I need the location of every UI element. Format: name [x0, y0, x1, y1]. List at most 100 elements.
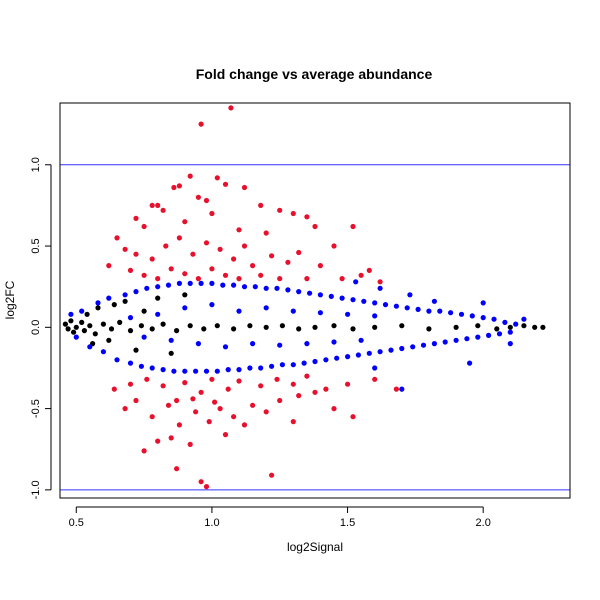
data-point	[206, 419, 212, 425]
data-point	[377, 279, 383, 285]
data-point	[393, 303, 399, 309]
data-point	[133, 397, 139, 404]
data-point	[106, 263, 112, 269]
data-point	[214, 175, 220, 181]
data-point	[73, 334, 79, 340]
data-point	[250, 402, 256, 408]
x-tick-label: 1.0	[204, 517, 219, 529]
data-point	[144, 376, 150, 382]
data-point	[372, 365, 378, 371]
data-point	[168, 435, 174, 441]
data-point	[149, 326, 155, 332]
data-point	[144, 285, 150, 291]
data-point	[285, 287, 291, 293]
data-point	[263, 324, 269, 330]
data-point	[176, 422, 182, 428]
x-axis-label: log2Signal	[287, 540, 343, 554]
x-tick-label: 0.5	[69, 517, 84, 529]
data-point	[155, 295, 161, 301]
data-point	[296, 249, 302, 256]
data-point	[250, 341, 256, 347]
data-point	[339, 276, 345, 282]
data-point	[73, 324, 79, 330]
data-point	[532, 324, 538, 330]
data-point	[79, 308, 85, 314]
data-point	[127, 328, 134, 334]
data-point	[491, 316, 497, 322]
data-point	[393, 386, 399, 392]
data-point	[247, 323, 253, 329]
data-point	[252, 284, 258, 290]
x-tick-label: 1.5	[340, 517, 355, 529]
data-point	[111, 386, 117, 392]
data-point	[106, 337, 112, 343]
data-point	[182, 305, 188, 311]
data-point	[263, 285, 269, 291]
data-point	[68, 318, 74, 324]
data-point	[182, 292, 188, 298]
data-point	[290, 419, 296, 425]
data-point	[174, 466, 180, 472]
data-point	[304, 373, 310, 379]
data-point	[437, 308, 443, 314]
data-point	[496, 331, 503, 337]
data-point	[323, 386, 329, 392]
data-point	[68, 311, 74, 317]
data-point	[122, 406, 128, 412]
data-point	[296, 393, 302, 399]
data-point	[404, 305, 410, 311]
data-point	[198, 389, 204, 395]
data-point	[521, 323, 527, 329]
data-point	[247, 365, 253, 371]
data-point	[361, 298, 367, 304]
data-point	[277, 207, 283, 213]
data-point	[133, 215, 139, 221]
data-point	[193, 409, 199, 415]
data-point	[258, 383, 264, 389]
data-point	[431, 298, 437, 304]
data-point	[274, 285, 280, 291]
point-series-0	[62, 292, 546, 356]
data-point	[62, 321, 68, 327]
data-point	[290, 308, 296, 314]
data-point	[494, 326, 500, 332]
data-point	[182, 271, 188, 277]
data-point	[258, 365, 264, 371]
data-point	[127, 315, 134, 321]
data-point	[350, 326, 356, 332]
data-point	[71, 329, 77, 335]
data-point	[141, 272, 147, 278]
data-point	[87, 323, 93, 329]
data-point	[431, 341, 437, 347]
data-point	[399, 386, 405, 392]
data-point	[331, 339, 337, 345]
data-point	[160, 321, 166, 327]
data-point	[79, 319, 85, 325]
data-point	[366, 350, 372, 356]
data-point	[160, 367, 166, 373]
data-point	[420, 342, 427, 348]
data-point	[214, 368, 220, 374]
data-point	[187, 173, 193, 179]
data-point	[176, 183, 182, 189]
data-point	[353, 279, 359, 285]
data-point	[203, 197, 210, 204]
data-point	[507, 329, 513, 335]
data-point	[372, 324, 378, 330]
data-point	[165, 402, 172, 408]
data-point	[149, 256, 155, 262]
data-point	[217, 246, 223, 252]
data-point	[372, 300, 378, 306]
data-point	[263, 230, 269, 236]
data-point	[317, 310, 323, 316]
data-point	[198, 280, 204, 286]
data-point	[203, 240, 210, 246]
data-point	[236, 367, 242, 373]
data-point	[133, 347, 139, 353]
data-point	[141, 308, 147, 314]
data-point	[127, 381, 134, 387]
data-point	[334, 355, 340, 361]
data-point	[458, 311, 465, 317]
data-point	[448, 310, 454, 316]
